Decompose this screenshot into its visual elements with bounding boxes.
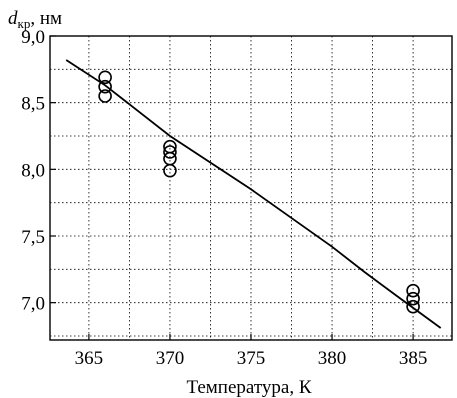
plot-series xyxy=(65,59,442,329)
x-axis-label: Температура, К xyxy=(186,377,311,398)
y-tick-label: 7,5 xyxy=(21,227,45,248)
x-tick-label: 380 xyxy=(318,348,347,369)
y-tick-label: 8,0 xyxy=(21,160,45,181)
x-tick-label: 385 xyxy=(399,348,428,369)
x-tick-label: 375 xyxy=(237,348,266,369)
y-axis-ticks: 7,0 7,5 8,0 8,5 9,0 xyxy=(21,27,56,315)
y-axis-label-subscript: кр xyxy=(18,16,31,31)
data-point xyxy=(98,70,112,85)
y-tick-label: 8,5 xyxy=(21,94,45,115)
x-axis-ticks: 365 370 375 380 385 xyxy=(75,334,428,369)
trend-line xyxy=(65,59,442,329)
data-point xyxy=(406,299,420,314)
data-point xyxy=(163,145,177,159)
data-point xyxy=(406,291,420,306)
x-tick-label: 370 xyxy=(156,348,185,369)
data-point xyxy=(406,283,420,298)
y-tick-label: 9,0 xyxy=(21,27,45,48)
y-axis-label-symbol: d xyxy=(8,8,18,29)
x-tick-label: 365 xyxy=(75,348,104,369)
data-point xyxy=(98,89,112,103)
y-axis-label: dкр, нм xyxy=(8,8,62,31)
data-point xyxy=(163,163,177,178)
data-point xyxy=(98,79,112,94)
y-axis-label-unit: , нм xyxy=(30,8,62,29)
y-tick-label: 7,0 xyxy=(21,294,45,315)
